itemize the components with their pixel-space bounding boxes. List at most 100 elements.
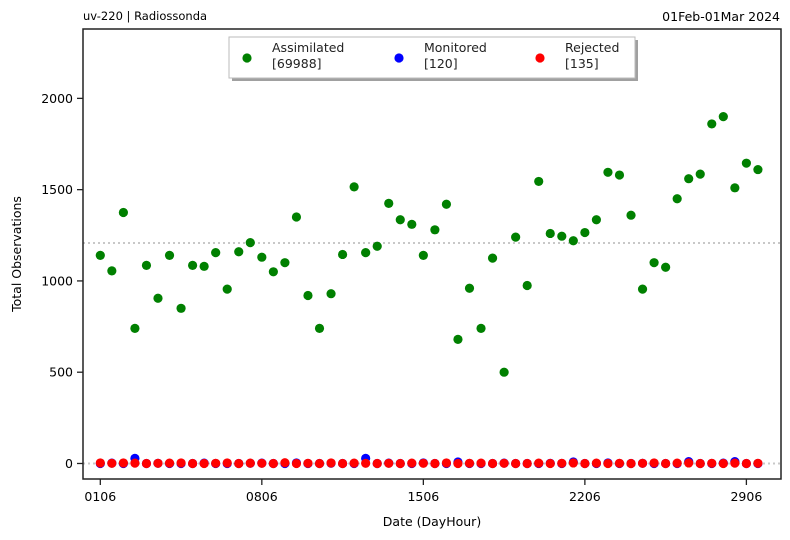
rejected-point [188,458,198,469]
assimilated-point [626,210,636,220]
rejected-point [626,458,636,469]
assimilated-point [222,284,232,294]
rejected-point [557,458,567,468]
assimilated-point [107,266,117,276]
assimilated-point [591,215,602,225]
assimilated-point [291,212,302,222]
rejected-point [718,458,728,469]
rejected-point [614,458,625,468]
assimilated-point [199,261,209,271]
assimilated-point [580,227,590,238]
assimilated-point [464,283,475,293]
rejected-point [234,458,244,469]
rejected-point [199,458,209,469]
rejected-point [245,458,255,468]
legend-count-monitored: [120] [424,56,458,71]
rejected-point [372,458,382,469]
rejected-point [361,458,371,468]
assimilated-point [568,236,578,246]
assimilated-point [337,249,348,260]
rejected-point [580,458,590,469]
rejected-point [603,458,613,469]
rejected-point [291,458,302,469]
rejected-point [545,458,555,469]
assimilated-point [349,182,359,192]
assimilated-point [476,323,486,333]
rejected-point [176,458,186,468]
legend-marker-assimilated [242,53,252,63]
y-axis-title: Total Observations [9,196,24,313]
rejected-point [476,458,486,468]
rejected-point [141,458,152,469]
assimilated-point [245,237,255,248]
rejected-point [303,458,313,468]
rejected-point [222,458,232,468]
rejected-point [118,458,128,468]
assimilated-point [326,289,336,299]
rejected-point [211,458,221,468]
axes: 0 500 1000 1500 2000 0106 0806 1506 2206 2906 Date… [9,91,762,529]
assimilated-point [95,250,105,260]
rejected-point [591,458,602,468]
assimilated-point [234,247,244,257]
rejected-point [95,458,105,468]
assimilated-point [257,252,267,262]
rejected-point [280,458,290,468]
assimilated-point [384,198,394,208]
legend: Assimilated[69988] Monitored[120] Rejected… [228,36,638,81]
rejected-point [407,458,417,468]
assimilated-point [118,207,128,218]
assimilated-point [649,258,659,268]
rejected-point [487,458,498,469]
legend-count-assimilated: [69988] [272,56,322,71]
x-tick-label: 1506 [407,489,439,504]
assimilated-point [441,199,452,209]
assimilated-point [314,323,325,333]
assimilated-point [418,250,428,260]
rejected-point [534,458,544,468]
chart-header-right: 01Feb-01Mar 2024 [662,9,780,24]
rejected-point [753,458,763,468]
rejected-point [257,458,267,468]
assimilated-point [545,228,555,239]
assimilated-point [753,164,763,175]
assimilated-point [372,241,382,251]
plot-area [83,112,781,469]
plot-frame [82,28,782,480]
assimilated-point [637,284,648,294]
assimilated-point [661,262,671,272]
assimilated-point [153,293,163,303]
assimilated-point [614,170,625,180]
assimilated-point [603,167,613,177]
rejected-point [672,458,682,468]
assimilated-point [188,260,198,271]
rejected-point [268,458,278,469]
rejected-point [695,458,705,469]
assimilated-point [511,232,521,242]
rejected-point [430,458,440,469]
assimilated-point [407,219,417,229]
assimilated-point [361,248,371,258]
assimilated-point [280,258,290,268]
rejected-point [499,458,509,468]
y-tick-label: 1500 [41,182,73,197]
rejected-point [314,458,325,469]
rejected-point [522,458,532,469]
rejected-point [511,458,521,469]
assimilated-point [707,119,717,129]
assimilated-point [268,267,278,277]
assimilated-point [130,323,140,333]
legend-label-monitored: Monitored [424,40,487,55]
legend-count-rejected: [135] [565,56,599,71]
y-tick-label: 500 [49,365,73,380]
legend-label-assimilated: Assimilated [272,40,344,55]
assimilated-point [487,253,498,263]
rejected-point [464,458,475,468]
legend-box [228,36,636,79]
x-tick-label: 2206 [569,489,601,504]
x-axis-title: Date (DayHour) [383,514,481,529]
assimilated-point [453,334,463,344]
rejected-point [153,458,163,468]
assimilated-point [141,260,152,271]
